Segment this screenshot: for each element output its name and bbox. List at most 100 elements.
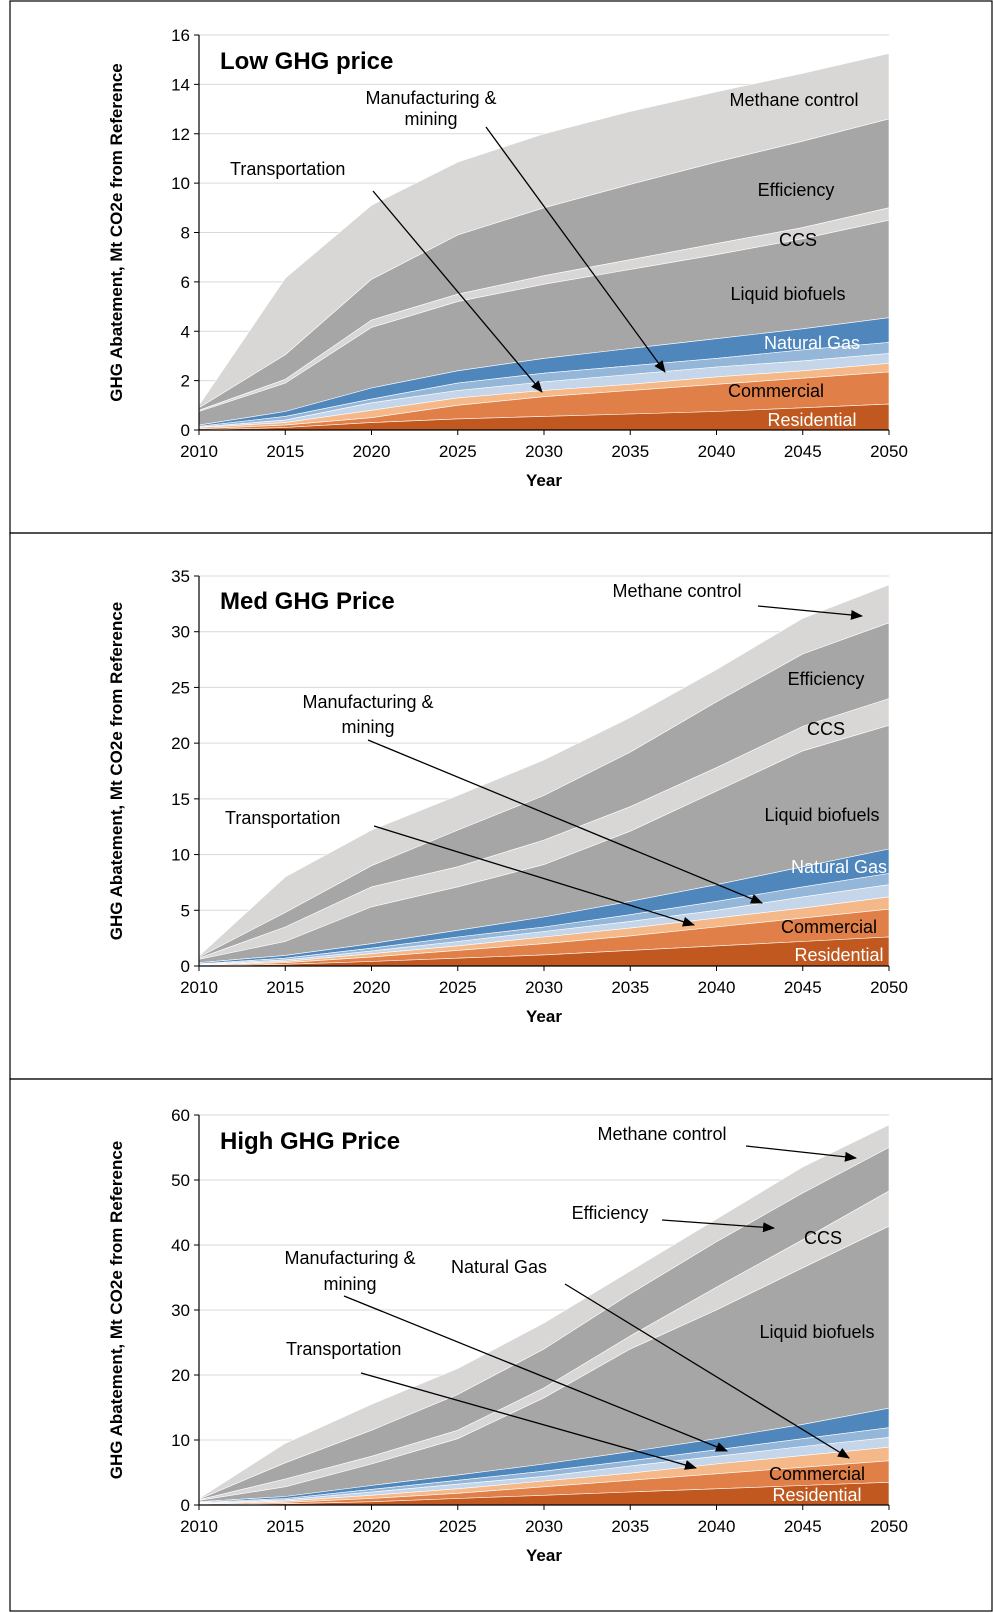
x-tick-label: 2040 [698,442,736,461]
label-ccs: CCS [807,719,845,739]
label-manufacturing-line1: Manufacturing & [365,88,496,108]
annotation-arrow [564,1283,850,1459]
x-tick-label: 2050 [870,1517,908,1536]
panel-frame-high [9,1078,993,1612]
annotation-arrow [372,190,543,393]
annotation-arrow [745,1145,857,1162]
label-transportation: Transportation [286,1339,401,1359]
y-tick-label: 5 [181,901,190,920]
chart-title: High GHG Price [220,1128,400,1155]
label-natural-gas: Natural Gas [451,1257,547,1277]
y-tick-label: 10 [171,174,190,193]
label-residential: Residential [794,945,883,965]
chart-panel-0: 0 2 4 6 8 10 12 14 16 2010 2015 2020 2025 2030 2035 204… [107,26,908,490]
y-tick-label: 25 [171,678,190,697]
x-axis-label: Year [526,471,562,490]
label-ccs: CCS [779,230,817,250]
x-tick-label: 2010 [180,442,218,461]
y-axis-label: GHG Abatement, Mt CO2e from Reference [107,602,126,941]
label-manufacturing-line1: Manufacturing & [302,692,433,712]
y-tick-label: 14 [171,75,190,94]
y-tick-label: 10 [171,1431,190,1450]
x-tick-label: 2025 [439,978,477,997]
label-methane: Methane control [729,90,858,110]
label-efficiency: Efficiency [572,1203,649,1223]
x-tick-label: 2025 [439,442,477,461]
y-tick-label: 50 [171,1171,190,1190]
y-tick-label: 10 [171,846,190,865]
x-tick-label: 2015 [266,442,304,461]
x-tick-label: 2030 [525,442,563,461]
x-tick-label: 2030 [525,1517,563,1536]
label-efficiency: Efficiency [788,669,865,689]
y-tick-label: 20 [171,1366,190,1385]
label-manufacturing-line1: Manufacturing & [284,1248,415,1268]
annotation-arrow [343,1295,728,1452]
y-tick-label: 15 [171,790,190,809]
annotation-arrow [485,126,666,373]
y-tick-label: 16 [171,26,190,45]
label-transportation: Transportation [230,159,345,179]
annotation-arrow [360,1372,697,1470]
x-tick-label: 2030 [525,978,563,997]
label-residential: Residential [772,1485,861,1505]
x-tick-label: 2025 [439,1517,477,1536]
y-tick-label: 60 [171,1106,190,1125]
x-tick-label: 2045 [784,442,822,461]
y-tick-label: 6 [181,273,190,292]
x-tick-label: 2040 [698,978,736,997]
x-tick-label: 2015 [266,978,304,997]
label-ccs: CCS [804,1228,842,1248]
x-axis-label: Year [526,1007,562,1026]
y-tick-label: 4 [181,322,190,341]
label-residential: Residential [767,410,856,430]
y-tick-label: 40 [171,1236,190,1255]
x-tick-label: 2035 [611,442,649,461]
y-tick-label: 30 [171,1301,190,1320]
y-tick-label: 30 [171,623,190,642]
label-methane: Methane control [612,581,741,601]
x-tick-label: 2010 [180,1517,218,1536]
annotation-arrow [367,739,763,904]
x-tick-label: 2010 [180,978,218,997]
x-axis-label: Year [526,1546,562,1565]
x-tick-label: 2020 [353,442,391,461]
label-efficiency: Efficiency [758,180,835,200]
label-natural-gas: Natural Gas [764,333,860,353]
x-tick-label: 2050 [870,978,908,997]
label-liquid-biofuels: Liquid biofuels [730,284,845,304]
label-methane: Methane control [597,1124,726,1144]
label-transportation: Transportation [225,808,340,828]
label-commercial: Commercial [769,1464,865,1484]
label-commercial: Commercial [781,917,877,937]
x-tick-label: 2020 [353,1517,391,1536]
y-tick-label: 0 [181,957,190,976]
annotation-arrow [373,825,695,927]
chart-title: Med GHG Price [220,588,395,615]
x-tick-label: 2035 [611,1517,649,1536]
chart-title: Low GHG price [220,48,393,75]
x-tick-label: 2045 [784,978,822,997]
y-axis-label: GHG Abatement, Mt CO2e from Reference [107,1141,126,1480]
y-axis-label: GHG Abatement, Mt CO2e from Reference [107,63,126,402]
label-commercial: Commercial [728,381,824,401]
annotation-arrow [661,1219,775,1233]
label-manufacturing-line2: mining [404,109,457,129]
label-manufacturing-line2: mining [323,1274,376,1294]
x-tick-label: 2015 [266,1517,304,1536]
y-tick-label: 12 [171,125,190,144]
x-tick-label: 2050 [870,442,908,461]
label-manufacturing-line2: mining [341,717,394,737]
y-tick-label: 2 [181,372,190,391]
y-tick-label: 8 [181,224,190,243]
y-tick-label: 35 [171,567,190,586]
x-tick-label: 2045 [784,1517,822,1536]
x-tick-label: 2035 [611,978,649,997]
label-liquid-biofuels: Liquid biofuels [759,1322,874,1342]
y-tick-label: 20 [171,734,190,753]
annotation-arrow [757,605,863,620]
